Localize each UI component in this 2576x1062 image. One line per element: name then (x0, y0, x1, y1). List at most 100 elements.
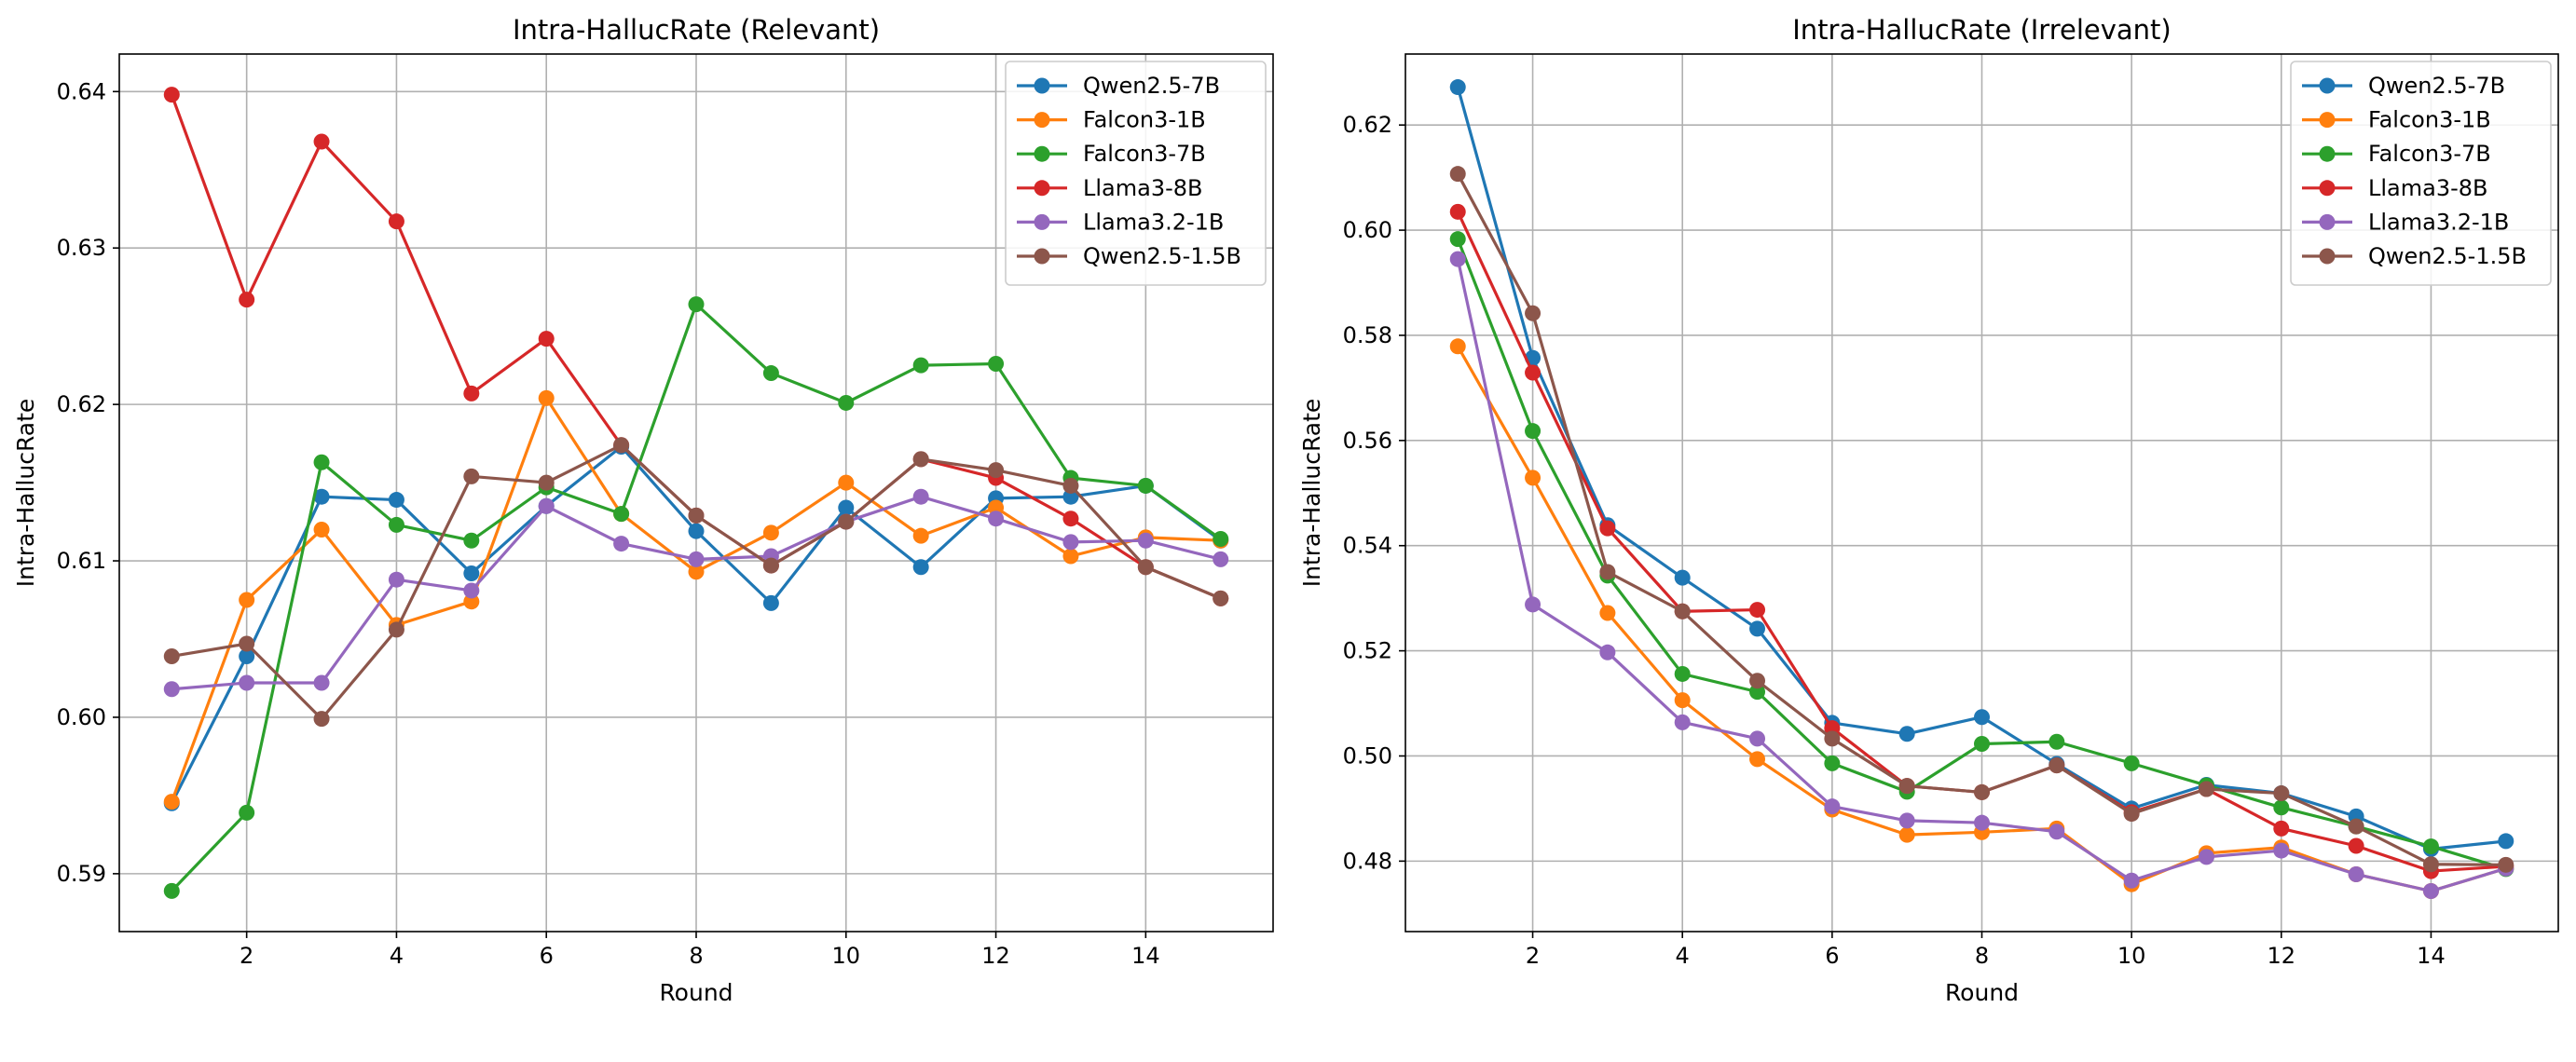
data-point-qwen2-5-7b (463, 565, 480, 581)
data-point-llama3-2-1b (1974, 814, 1990, 831)
x-tick-label: 4 (390, 943, 404, 969)
legend-item-llama3-8b: Llama3-8B (1017, 175, 1203, 201)
data-point-falcon3-7b (1674, 665, 1691, 682)
data-point-qwen2-5-7b (239, 647, 255, 664)
data-point-llama3-2-1b (2198, 849, 2214, 865)
y-tick-label: 0.58 (1343, 322, 1392, 348)
y-tick-label: 0.59 (57, 861, 106, 887)
data-point-qwen2-5-1-5b (1599, 564, 1616, 580)
series-llama3-2-1b (1449, 251, 2514, 900)
legend-marker (1034, 145, 1050, 162)
data-point-qwen2-5-7b (912, 559, 929, 576)
data-point-falcon3-7b (613, 506, 630, 523)
data-point-falcon3-1b (1898, 826, 1915, 843)
data-point-llama3-2-1b (463, 582, 480, 599)
legend-item-qwen2-5-1-5b: Qwen2.5-1.5B (1017, 243, 1241, 269)
legend-item-falcon3-1b: Falcon3-1B (2302, 107, 2491, 133)
data-point-falcon3-7b (2048, 733, 2065, 750)
data-point-falcon3-1b (1674, 692, 1691, 709)
legend-item-falcon3-1b: Falcon3-1B (1017, 107, 1206, 133)
data-point-qwen2-5-7b (2498, 833, 2514, 850)
legend-marker (1034, 213, 1050, 230)
x-tick-label: 14 (1131, 943, 1160, 969)
y-tick-label: 0.60 (1343, 217, 1392, 243)
data-point-qwen2-5-1-5b (1449, 166, 1466, 183)
x-tick-label: 10 (832, 943, 861, 969)
legend-label: Qwen2.5-1.5B (2368, 243, 2527, 269)
data-point-falcon3-7b (838, 394, 855, 411)
data-point-falcon3-1b (1525, 470, 1541, 486)
data-point-qwen2-5-1-5b (2198, 781, 2214, 797)
x-tick-label: 14 (2417, 943, 2446, 969)
x-tick-label: 12 (981, 943, 1010, 969)
data-point-qwen2-5-1-5b (1898, 778, 1915, 795)
data-point-qwen2-5-1-5b (163, 647, 180, 664)
data-point-llama3-2-1b (912, 488, 929, 505)
legend-marker (2319, 77, 2336, 94)
legend-item-llama3-2-1b: Llama3.2-1B (1017, 209, 1224, 235)
chart-relevant: 2 4 6 8 10 12 14 0.59 0.60 0.61 0.62 0.63 0.64 Intra-… (12, 14, 1274, 1006)
data-point-qwen2-5-1-5b (1749, 673, 1766, 689)
data-point-llama3-2-1b (1898, 812, 1915, 829)
data-point-qwen2-5-7b (1974, 709, 1990, 726)
data-point-llama3-2-1b (1449, 251, 1466, 267)
chart-title: Intra-HallucRate (Relevant) (513, 14, 880, 46)
data-point-falcon3-7b (1749, 684, 1766, 701)
y-tick-label: 0.64 (57, 78, 106, 104)
data-point-qwen2-5-1-5b (1137, 559, 1154, 576)
data-point-qwen2-5-1-5b (1062, 477, 1079, 494)
data-point-llama3-8b (2273, 820, 2290, 837)
data-point-qwen2-5-1-5b (1824, 730, 1841, 747)
data-point-llama3-2-1b (313, 674, 330, 691)
series-qwen2-5-1-5b (163, 437, 1229, 728)
data-point-llama3-2-1b (1213, 551, 1229, 567)
data-point-falcon3-1b (1599, 605, 1616, 621)
data-point-qwen2-5-1-5b (2273, 785, 2290, 802)
data-point-llama3-8b (388, 213, 404, 230)
data-point-qwen2-5-7b (1674, 569, 1691, 586)
x-tick-label: 2 (1526, 943, 1540, 969)
data-point-llama3-8b (538, 331, 555, 347)
y-axis-label: Intra-HallucRate (1298, 399, 1325, 588)
data-point-falcon3-7b (988, 355, 1005, 372)
legend-label: Llama3-8B (2368, 175, 2488, 201)
y-tick-label: 0.50 (1343, 742, 1392, 769)
data-point-llama3-2-1b (1137, 532, 1154, 549)
legend-marker (2319, 145, 2336, 162)
data-point-falcon3-7b (762, 365, 779, 382)
data-point-llama3-2-1b (1749, 730, 1766, 747)
data-point-qwen2-5-1-5b (239, 635, 255, 652)
y-tick-label: 0.63 (57, 235, 106, 261)
chart-irrelevant: 2 4 6 8 10 12 14 0.48 0.50 0.52 0.54 0.56 0.58 0.60 0.… (1298, 14, 2559, 1006)
data-point-llama3-8b (163, 87, 180, 103)
data-point-llama3-2-1b (988, 511, 1005, 527)
data-point-qwen2-5-1-5b (2422, 856, 2439, 873)
legend-marker (1034, 248, 1050, 265)
data-point-qwen2-5-7b (1749, 620, 1766, 637)
data-point-qwen2-5-1-5b (688, 507, 705, 524)
data-point-qwen2-5-1-5b (988, 462, 1005, 479)
y-axis-label: Intra-HallucRate (12, 399, 39, 588)
data-point-falcon3-1b (1449, 338, 1466, 355)
data-point-falcon3-7b (1137, 477, 1154, 494)
data-point-falcon3-1b (463, 593, 480, 610)
legend-label: Llama3-8B (1083, 175, 1203, 201)
data-point-qwen2-5-1-5b (2048, 757, 2065, 774)
legend-label: Qwen2.5-1.5B (1083, 243, 1241, 269)
data-point-llama3-8b (1525, 364, 1541, 381)
chart-title: Intra-HallucRate (Irrelevant) (1792, 14, 2172, 46)
data-point-llama3-2-1b (538, 497, 555, 514)
legend-label: Falcon3-7B (2368, 141, 2491, 167)
data-point-falcon3-7b (2273, 799, 2290, 816)
legend-marker (2319, 112, 2336, 129)
data-point-llama3-2-1b (239, 674, 255, 691)
data-point-falcon3-1b (912, 527, 929, 544)
data-point-llama3-2-1b (613, 536, 630, 552)
legend-label: Qwen2.5-7B (1083, 73, 1220, 99)
data-point-qwen2-5-7b (313, 488, 330, 505)
legend-label: Llama3.2-1B (1083, 209, 1224, 235)
data-point-llama3-2-1b (2348, 865, 2364, 882)
data-point-llama3-2-1b (388, 571, 404, 588)
data-point-llama3-2-1b (1599, 644, 1616, 660)
